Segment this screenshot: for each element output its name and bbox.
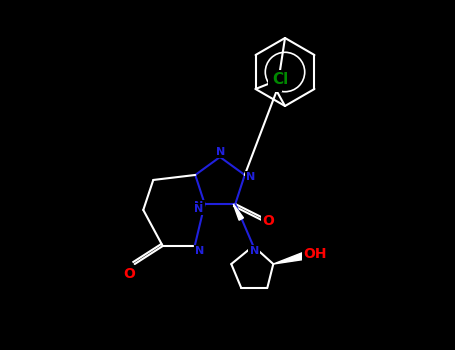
Text: N: N — [246, 172, 255, 182]
Text: N: N — [195, 246, 204, 256]
Text: N: N — [217, 147, 226, 157]
Text: Cl: Cl — [273, 71, 288, 86]
Text: N: N — [250, 246, 259, 256]
Text: OH: OH — [303, 247, 327, 261]
Text: F: F — [270, 76, 280, 91]
Polygon shape — [273, 253, 304, 264]
Text: O: O — [263, 214, 274, 228]
Text: O: O — [123, 267, 135, 281]
Text: N: N — [194, 204, 203, 214]
Polygon shape — [233, 204, 243, 220]
Text: N: N — [194, 201, 203, 211]
